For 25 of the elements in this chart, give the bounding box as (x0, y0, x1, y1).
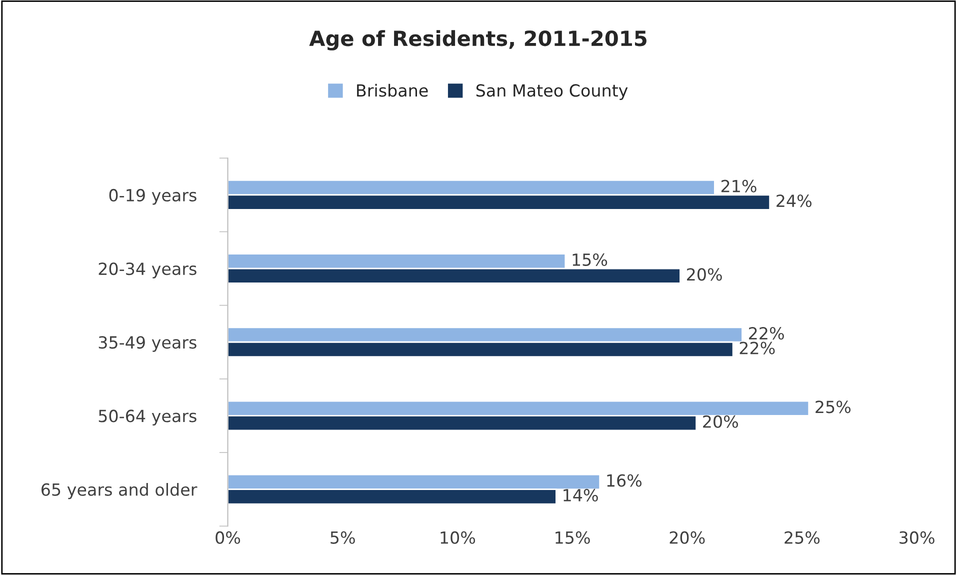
x-tick-label: 30% (900, 531, 934, 544)
x-tick-label: 5% (330, 531, 355, 544)
x-tick-label: 0% (216, 531, 240, 544)
data-label: 21% (721, 180, 756, 192)
x-tick-label: 20% (670, 531, 705, 544)
data-label: 15% (572, 253, 608, 266)
y-tick-label: 35-49 years (98, 336, 196, 352)
data-label: 25% (816, 400, 851, 414)
x-tick-label: 25% (784, 531, 820, 544)
y-tick-label: 50-64 years (98, 410, 196, 426)
data-label: 16% (607, 474, 642, 487)
chart-title: Age of Residents, 2011-2015 (309, 30, 646, 50)
x-tick-label: 10% (440, 531, 476, 544)
data-label: 24% (776, 194, 812, 208)
y-tick-label: 0-19 years (109, 188, 196, 205)
y-tick-label: 20-34 years (98, 262, 196, 278)
x-tick-label: 15% (556, 531, 590, 544)
legend-label: San Mateo County (476, 84, 628, 100)
y-tick-label: 65 years and older (42, 482, 198, 500)
legend-label: Brisbane (357, 84, 428, 97)
data-label: 22% (749, 326, 784, 340)
data-label: 20% (703, 415, 738, 428)
data-label: 14% (564, 488, 598, 502)
data-label: 22% (740, 342, 775, 354)
data-label: 20% (687, 268, 722, 281)
